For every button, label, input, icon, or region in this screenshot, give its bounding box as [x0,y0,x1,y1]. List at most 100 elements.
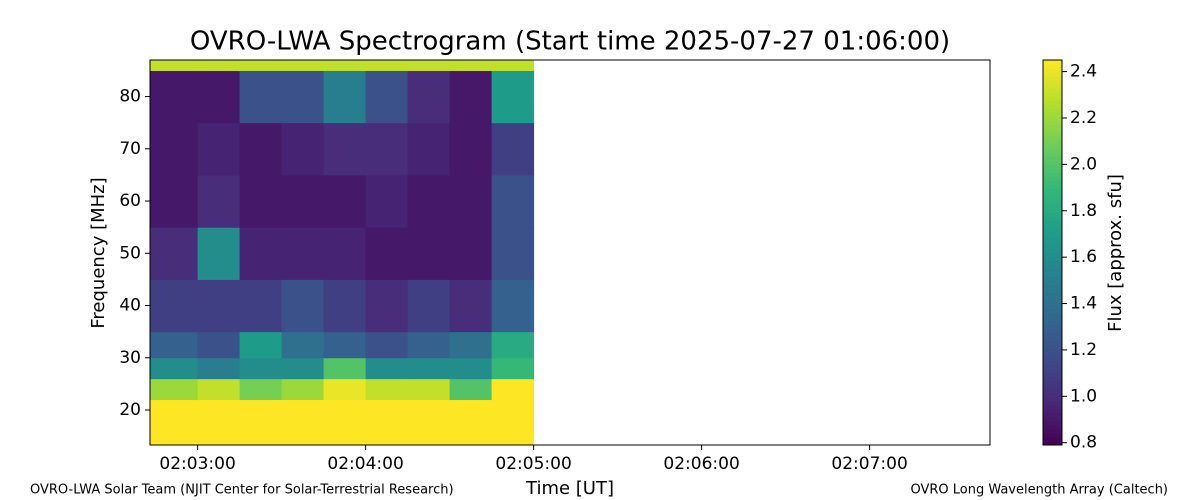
colorbar-swatch [1043,64,1062,69]
colorbar-swatch [1043,248,1062,253]
colorbar-swatch [1043,436,1062,442]
colorbar-swatch [1043,152,1062,157]
heatmap-cell [491,357,535,380]
y-tick-label: 80 [119,87,141,107]
colorbar-swatch [1043,284,1062,290]
heatmap-cell [365,357,409,380]
heatmap-cell [239,279,283,333]
heatmap-cell [150,227,199,280]
heatmap-cell [323,122,367,176]
colorbar-tick-label: 2.2 [1070,108,1097,128]
colorbar-swatch [1043,104,1062,109]
colorbar-tick-label: 1.2 [1070,340,1097,360]
colorbar-swatch [1043,88,1062,93]
y-axis-label: Frequency [MHz] [88,177,109,328]
colorbar-swatch [1043,96,1062,101]
colorbar-swatch [1043,80,1062,85]
colorbar-swatch [1043,180,1062,185]
heatmap-cell [281,279,325,333]
colorbar-swatch [1043,112,1062,117]
colorbar-swatch [1043,140,1062,145]
heatmap-cell [449,378,493,401]
heatmap-cell [150,399,199,446]
colorbar-swatch [1043,376,1062,382]
footer-left: OVRO-LWA Solar Team (NJIT Center for Sol… [30,483,454,498]
colorbar-swatch [1043,216,1062,221]
colorbar-swatch [1043,352,1062,358]
colorbar-swatch [1043,212,1062,217]
heatmap-cell [197,122,241,176]
heatmap-cell [239,122,283,176]
colorbar-swatch [1043,92,1062,97]
colorbar-swatch [1043,392,1062,398]
colorbar-swatch [1043,156,1062,161]
heatmap-cell [150,60,199,71]
colorbar-swatch [1043,380,1062,386]
heatmap-cell [323,174,367,228]
heatmap-cell [281,378,325,401]
colorbar-swatch [1043,252,1062,258]
heatmap-cell [449,357,493,380]
colorbar-frame [1042,59,1063,446]
x-tick-label: 02:03:00 [159,454,235,474]
colorbar-swatch [1043,256,1062,262]
x-tick-label: 02:05:00 [495,454,571,474]
heatmap-cell [491,399,535,446]
heatmap-cell [449,60,493,71]
colorbar-swatch [1043,396,1062,402]
colorbar-swatch [1043,424,1062,430]
heatmap-cell [323,378,367,401]
colorbar-swatch [1043,164,1062,169]
colorbar-swatch [1043,400,1062,406]
colorbar-swatch [1043,348,1062,354]
colorbar-swatch [1043,228,1062,233]
heatmap-cell [491,279,535,333]
colorbar-swatch [1043,336,1062,342]
colorbar-swatch [1043,356,1062,362]
x-tick-label: 02:04:00 [327,454,403,474]
colorbar-swatch [1043,364,1062,370]
colorbar-swatch [1043,344,1062,350]
heatmap-cell [281,227,325,280]
colorbar-swatch [1043,244,1062,249]
heatmap-cell [365,378,409,401]
colorbar-swatch [1043,260,1062,266]
colorbar-swatch [1043,224,1062,229]
y-tick-label: 40 [119,296,141,316]
colorbar-swatch [1043,276,1062,282]
colorbar-swatch [1043,196,1062,201]
heatmap-cell [323,60,367,71]
colorbar-swatch [1043,160,1062,165]
colorbar-swatch [1043,404,1062,410]
heatmap-cell [449,331,493,359]
colorbar-swatch [1043,308,1062,314]
heatmap-cell [365,279,409,333]
heatmap-cell [323,357,367,380]
colorbar-swatch [1043,360,1062,366]
heatmap-cell [365,70,409,124]
y-tick-label: 50 [119,243,141,263]
heatmap-cell [407,279,451,333]
x-tick-label: 02:06:00 [663,454,739,474]
colorbar-swatch [1043,280,1062,286]
colorbar-swatch [1043,60,1062,65]
colorbar-swatch [1043,232,1062,237]
chart-title: OVRO-LWA Spectrogram (Start time 2025-07… [190,27,950,57]
colorbar-swatch [1043,128,1062,133]
colorbar-swatch [1043,300,1062,306]
heatmap-cell [407,378,451,401]
colorbar-tick-label: 1.8 [1070,201,1097,221]
colorbar-swatch [1043,236,1062,241]
y-tick-label: 30 [119,348,141,368]
colorbar-swatch [1043,208,1062,213]
heatmap-cell [197,331,241,359]
colorbar-swatch [1043,288,1062,294]
colorbar-swatch [1043,144,1062,149]
colorbar-swatch [1043,204,1062,209]
colorbar-swatch [1043,264,1062,270]
heatmap-cell [407,70,451,124]
heatmap-cell [323,279,367,333]
colorbar-swatch [1043,316,1062,322]
colorbar-swatch [1043,268,1062,274]
